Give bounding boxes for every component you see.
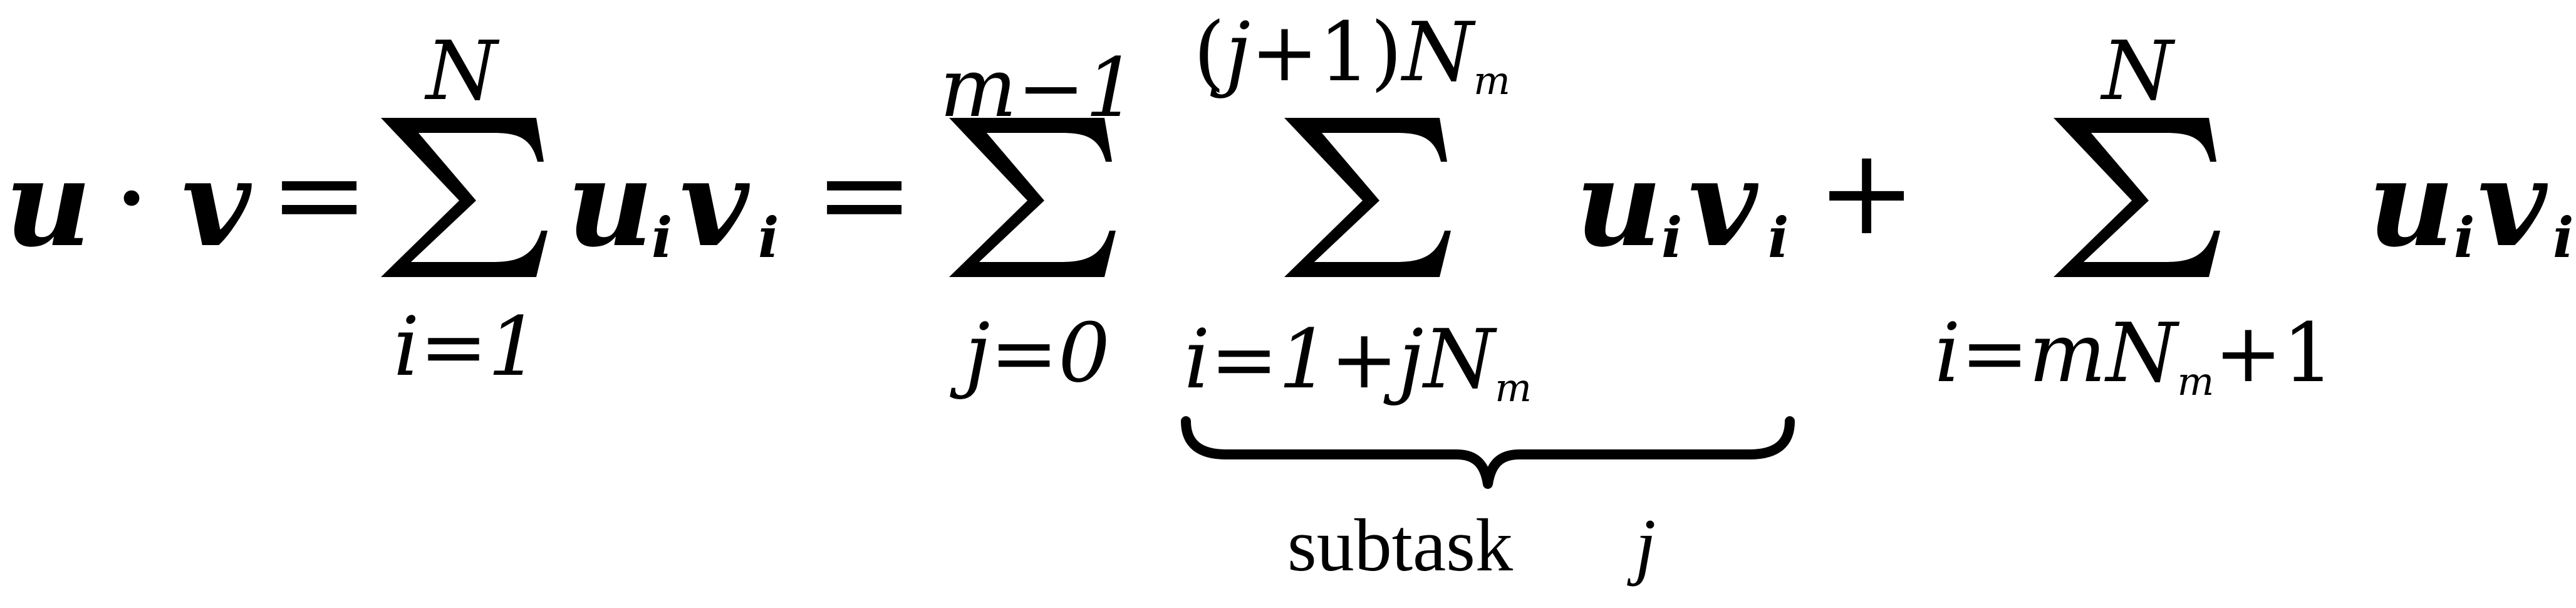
sum3-sigma-icon bbox=[1284, 118, 1451, 277]
sum3-upper-m: m bbox=[1473, 58, 1510, 103]
underbrace-icon bbox=[1181, 416, 1795, 489]
sum4-term-u: u bbox=[2368, 134, 2455, 273]
sum1-term-v: v bbox=[680, 134, 749, 273]
sum2-sigma-icon bbox=[949, 118, 1116, 277]
sum3-lower-N: N bbox=[1423, 312, 1495, 407]
sum4-upper-limit: N bbox=[2102, 23, 2173, 118]
lhs-v: v bbox=[182, 134, 251, 273]
underbrace-label-j: j bbox=[1635, 503, 1656, 587]
sum1-term-v-index: i bbox=[758, 205, 779, 270]
sum3-upper-N: N bbox=[1402, 4, 1474, 100]
sum3-lower-limit: i=1+jNm bbox=[1184, 318, 1532, 407]
sum4-term-v-index: i bbox=[2553, 205, 2574, 270]
sum1-term-u: u bbox=[567, 134, 654, 273]
sum3-term-u-index: i bbox=[1661, 205, 1683, 270]
sum4-lower-suffix: +1 bbox=[2214, 305, 2334, 401]
sum2-lower-limit: j=0 bbox=[965, 305, 1110, 401]
sum1-upper-limit: N bbox=[426, 23, 497, 118]
equals-sign-1: = bbox=[269, 125, 370, 263]
equals-sign-2: = bbox=[814, 125, 915, 263]
sum3-lower-j: j bbox=[1398, 312, 1424, 407]
sum3-lower-prefix: i=1+ bbox=[1184, 312, 1399, 407]
sum4-term-u-index: i bbox=[2454, 205, 2475, 270]
sum1-lower-limit: i=1 bbox=[393, 299, 540, 394]
sum4-lower-m: m bbox=[2028, 305, 2106, 401]
sum1-term-u-index: i bbox=[652, 205, 673, 270]
underbrace-label-text: subtask bbox=[1287, 503, 1513, 587]
plus-sign: + bbox=[1817, 123, 1917, 261]
sum4-term-v: v bbox=[2478, 134, 2547, 273]
sum3-term-v-index: i bbox=[1768, 205, 1789, 270]
sum3-term-u: u bbox=[1576, 134, 1663, 273]
sum2-upper-limit: m−1 bbox=[940, 40, 1137, 135]
sum4-lower-sub-m: m bbox=[2177, 359, 2215, 404]
sum3-term-v: v bbox=[1688, 134, 1758, 273]
sum1-sigma-icon bbox=[381, 118, 548, 277]
sum3-upper-plus1: +1) bbox=[1250, 4, 1403, 100]
sum3-upper-j: j bbox=[1225, 4, 1251, 100]
sum3-upper-limit: (j+1)Nm bbox=[1193, 11, 1510, 100]
sum4-lower-limit: i=mNm+1 bbox=[1935, 312, 2334, 401]
sum3-upper-open: ( bbox=[1193, 4, 1225, 100]
sum4-sigma-icon bbox=[2054, 118, 2220, 277]
sum4-lower-prefix: i= bbox=[1935, 305, 2029, 401]
dot-operator: · bbox=[113, 129, 151, 268]
lhs-u: u bbox=[5, 134, 92, 273]
sum4-lower-N: N bbox=[2106, 305, 2178, 401]
sum3-lower-m: m bbox=[1495, 365, 1532, 411]
